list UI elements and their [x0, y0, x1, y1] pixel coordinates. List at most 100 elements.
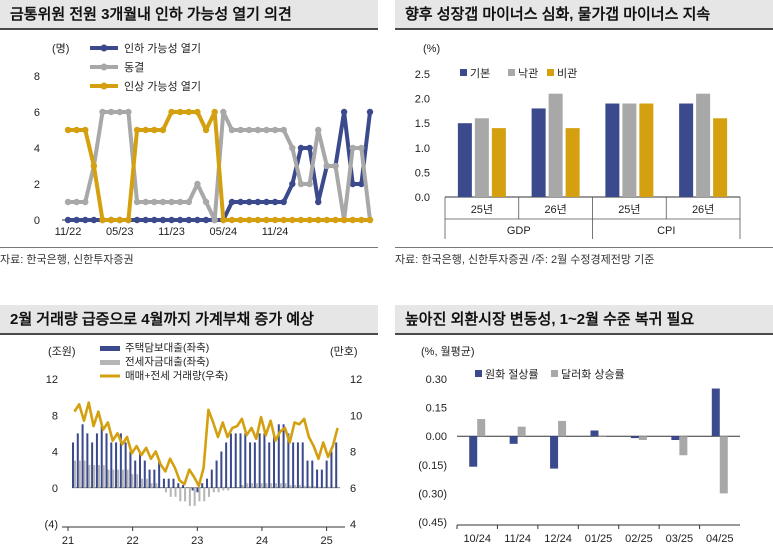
data-point — [306, 144, 313, 152]
bar — [177, 483, 180, 488]
bar — [565, 128, 580, 197]
supergroup-label: CPI — [657, 225, 675, 237]
data-point — [185, 198, 192, 206]
bar — [117, 469, 120, 488]
bar — [217, 487, 220, 493]
bar — [263, 433, 266, 488]
bar — [208, 487, 211, 497]
bar — [206, 478, 209, 488]
y-tick-label: 4 — [34, 143, 40, 155]
bar — [298, 485, 301, 488]
legend-label: 달러화 상승률 — [561, 368, 625, 381]
y-tick-label-left: 0 — [52, 483, 58, 495]
data-point — [151, 198, 158, 206]
bar — [292, 442, 295, 488]
legend-swatch — [475, 370, 482, 377]
data-point — [142, 198, 149, 206]
data-point — [125, 108, 132, 116]
y-tick-label-left: 4 — [52, 447, 58, 459]
data-point — [340, 108, 348, 116]
data-point — [366, 108, 374, 116]
bar — [188, 487, 191, 506]
bar — [210, 469, 213, 488]
data-point — [116, 108, 123, 116]
legend-swatch — [100, 346, 120, 351]
y-tick-label-left: 12 — [46, 374, 58, 386]
data-point — [280, 126, 287, 134]
bar — [184, 487, 187, 502]
bar — [244, 433, 247, 488]
panel-household-debt: 2월 거래량 급증으로 4월까지 가계부채 증가 예상 (조원) (만호) (4) 0… — [0, 305, 378, 547]
bar — [112, 469, 115, 488]
legend-label: 매매+전세 거래량(우축) — [125, 370, 228, 382]
y-tick-label: (0.15) — [418, 460, 447, 472]
bar — [222, 487, 225, 491]
chart-household-debt: (조원) (만호) (4) 0 4 8 12 4 6 8 10 12 21 22 23 24 25 주택담보대출(… — [45, 342, 363, 547]
divider — [0, 247, 378, 248]
data-point — [82, 126, 89, 134]
bar — [241, 485, 244, 488]
bar — [124, 442, 127, 488]
bar — [72, 442, 75, 488]
data-point — [159, 198, 167, 206]
bar — [155, 483, 158, 488]
y-tick-label-right: 8 — [350, 447, 356, 459]
bar — [131, 474, 134, 488]
data-point — [263, 216, 270, 224]
bar — [126, 469, 129, 488]
bar — [308, 485, 311, 488]
x-tick-label: 25 — [320, 535, 332, 547]
bar — [121, 469, 124, 488]
bar — [143, 460, 146, 488]
data-point — [220, 108, 227, 116]
data-point — [228, 216, 236, 224]
data-point — [315, 198, 322, 206]
legend-label: 낙관 — [518, 67, 538, 80]
bar — [88, 465, 91, 488]
bar — [590, 430, 599, 437]
panel-output-gap: 향후 성장갭 마이너스 심화, 물가갭 마이너스 지속 (%) 0.0 0.5 1.0… — [395, 0, 773, 270]
y-tick-label-right: 10 — [350, 410, 362, 422]
bar — [162, 478, 165, 488]
data-point — [289, 216, 296, 224]
bar — [249, 442, 252, 488]
data-point — [73, 216, 80, 224]
y-tick-label: 8 — [34, 71, 40, 83]
data-point — [358, 180, 365, 188]
bar — [273, 433, 276, 488]
data-point — [263, 126, 270, 134]
data-point — [142, 126, 149, 134]
y-tick-label-right: 6 — [350, 483, 356, 495]
data-point — [246, 216, 253, 224]
panel-fx-volatility: 높아진 외환시장 변동성, 1~2월 수준 복귀 필요 (%, 월평균) 0.30… — [395, 305, 773, 547]
panel-title: 높아진 외환시장 변동성, 1~2월 수준 복귀 필요 — [395, 305, 773, 335]
data-point — [349, 216, 356, 224]
source-note: 자료: 한국은행, 신한투자증권 — [0, 254, 134, 266]
x-tick-label: 24 — [256, 535, 268, 547]
bar — [91, 442, 94, 488]
data-point — [228, 126, 236, 134]
bar — [294, 485, 297, 488]
data-point — [211, 108, 218, 116]
bar — [239, 433, 242, 488]
y-axis-unit: (%, 월평균) — [421, 345, 475, 358]
data-point — [125, 216, 132, 224]
x-tick-label: 11/22 — [55, 226, 82, 238]
bar — [284, 483, 287, 488]
data-point — [271, 126, 279, 134]
panel-rate-votes: 금통위원 전원 3개월내 인하 가능성 열기 의견 (명) 0 2 4 6 8 11/22 0… — [0, 0, 378, 270]
data-point — [159, 126, 167, 134]
data-point — [332, 162, 339, 170]
x-tick-label: 01/25 — [585, 533, 613, 545]
data-point — [271, 198, 279, 206]
legend-label: 전세자금대출(좌축) — [125, 356, 209, 368]
y-axis-unit-left: (조원) — [48, 345, 76, 358]
bar — [335, 442, 338, 488]
x-tick-label: 10/24 — [463, 533, 491, 545]
data-point — [366, 216, 374, 224]
data-point — [246, 198, 253, 206]
legend-swatch — [508, 69, 515, 76]
data-point — [151, 126, 158, 134]
bar — [129, 451, 132, 488]
data-point — [220, 216, 227, 224]
